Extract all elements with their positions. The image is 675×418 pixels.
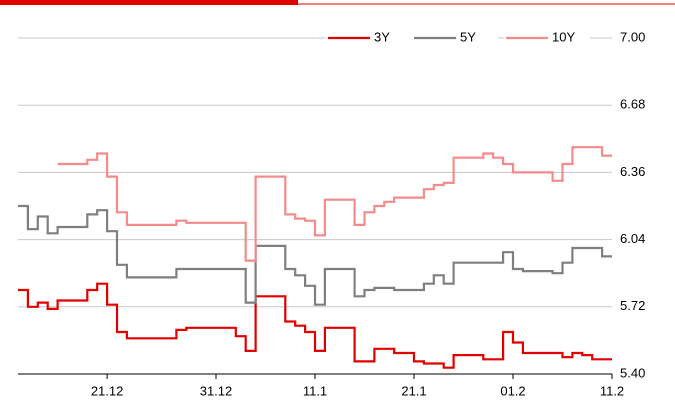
x-tick-label: 11.1 — [303, 383, 327, 398]
legend-label: 3Y — [374, 29, 390, 44]
legend-label: 5Y — [460, 29, 476, 44]
y-tick-label: 6.04 — [620, 231, 645, 246]
y-tick-label: 7.00 — [620, 29, 645, 44]
y-tick-label: 5.72 — [620, 298, 645, 313]
x-tick-label: 21.1 — [401, 383, 426, 398]
series-line — [57, 146, 612, 262]
x-tick-label: 21.12 — [91, 383, 124, 398]
x-tick-label: 11.2 — [600, 383, 624, 398]
series-line — [18, 204, 612, 306]
legend-label: 10Y — [552, 29, 575, 44]
x-tick-label: 01.2 — [500, 383, 525, 398]
header-bar — [0, 0, 298, 5]
y-tick-label: 6.36 — [620, 164, 645, 179]
series-line — [18, 282, 612, 369]
y-tick-label: 5.40 — [620, 365, 645, 380]
x-tick-label: 31.12 — [200, 383, 233, 398]
y-tick-label: 6.68 — [620, 97, 645, 112]
